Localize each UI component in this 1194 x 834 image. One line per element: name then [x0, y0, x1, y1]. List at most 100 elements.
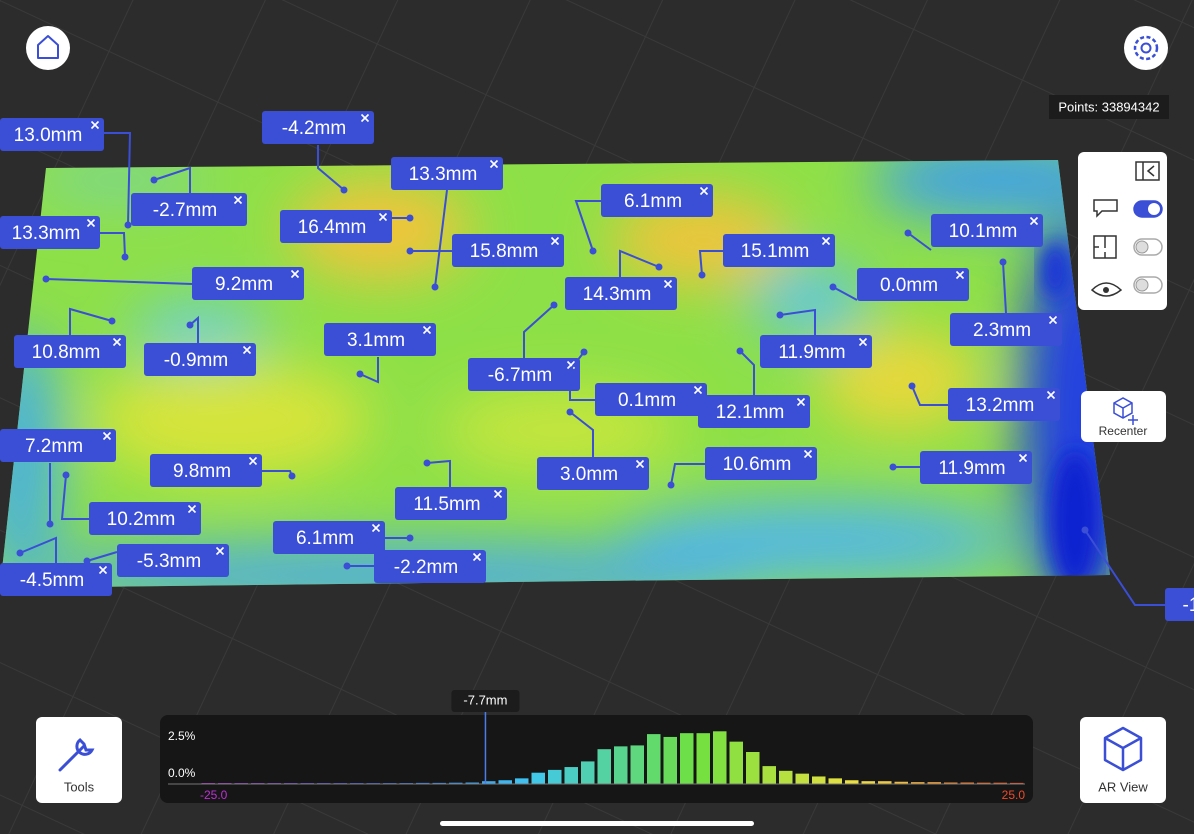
label-box	[948, 388, 1060, 421]
close-icon[interactable]	[102, 431, 112, 441]
toggle-knob	[1135, 278, 1149, 292]
close-icon[interactable]	[693, 385, 703, 395]
close-icon[interactable]	[635, 459, 645, 469]
annotation[interactable]: 16.4mm	[280, 210, 414, 243]
close-icon[interactable]	[1018, 453, 1028, 463]
measurement-label: -1	[1183, 595, 1194, 616]
recenter-button[interactable]: Recenter	[1081, 391, 1166, 442]
annotation[interactable]: -2.7mm	[131, 166, 247, 226]
leader-line	[359, 357, 379, 384]
anchor-dot	[124, 221, 132, 229]
toggle[interactable]	[1133, 276, 1163, 294]
toggle[interactable]	[1133, 238, 1163, 256]
close-icon[interactable]	[422, 325, 432, 335]
annotation[interactable]: 13.3mm	[0, 216, 129, 261]
measurement-label: 15.8mm	[470, 241, 539, 262]
close-icon[interactable]	[242, 345, 252, 355]
annotation[interactable]: 11.9mm	[889, 451, 1033, 484]
annotation[interactable]: 6.1mm	[574, 184, 713, 255]
settings-button[interactable]	[1124, 26, 1168, 70]
annotation[interactable]: -5.3mm	[83, 544, 230, 577]
close-icon[interactable]	[378, 212, 388, 222]
measurement-label: 6.1mm	[624, 191, 682, 212]
close-icon[interactable]	[187, 504, 197, 514]
close-icon[interactable]	[699, 186, 709, 196]
close-icon[interactable]	[360, 113, 370, 123]
annotation[interactable]: 10.1mm	[904, 214, 1044, 251]
annotation[interactable]: 10.6mm	[667, 447, 818, 489]
tools-button[interactable]: Tools	[36, 717, 122, 803]
annotation[interactable]: 13.3mm	[391, 157, 503, 291]
home-button[interactable]	[26, 26, 70, 70]
anchor-dot	[736, 347, 744, 355]
close-icon[interactable]	[233, 195, 243, 205]
close-icon[interactable]	[663, 279, 673, 289]
label-box	[931, 214, 1043, 247]
annotation[interactable]: 0.1mm	[569, 348, 707, 417]
leader-line	[317, 145, 345, 191]
collapse-icon[interactable]	[1135, 161, 1160, 181]
annotation[interactable]: 3.1mm	[324, 323, 436, 384]
close-icon[interactable]	[86, 218, 96, 228]
annotation[interactable]: -4.5mm	[0, 536, 112, 596]
annotation[interactable]: 11.9mm	[760, 308, 872, 368]
label-box	[723, 234, 835, 267]
annotation[interactable]: -0.9mm	[144, 315, 256, 376]
close-icon[interactable]	[1029, 216, 1039, 226]
label-box	[760, 335, 872, 368]
annotation[interactable]: 14.3mm	[565, 249, 677, 310]
annotation[interactable]: 9.2mm	[42, 267, 305, 300]
close-icon[interactable]	[1046, 390, 1056, 400]
close-icon[interactable]	[90, 120, 100, 130]
histogram-bar	[548, 769, 562, 784]
annotation[interactable]: -4.2mm	[262, 111, 374, 194]
annotation[interactable]: 15.1mm	[698, 234, 836, 279]
close-icon[interactable]	[472, 552, 482, 562]
annotation[interactable]: 7.2mm	[0, 429, 116, 528]
annotation[interactable]: -2.2mm	[343, 550, 487, 583]
close-icon[interactable]	[489, 159, 499, 169]
close-icon[interactable]	[550, 236, 560, 246]
close-icon[interactable]	[858, 337, 868, 347]
histogram-bar	[581, 761, 595, 784]
annotation[interactable]: 3.0mm	[537, 408, 649, 491]
close-icon[interactable]	[290, 269, 300, 279]
close-icon[interactable]	[215, 546, 225, 556]
annotation[interactable]: 11.5mm	[395, 459, 507, 521]
annotation[interactable]: 6.1mm	[273, 521, 414, 554]
marker-label-box	[451, 690, 520, 712]
annotation[interactable]: 15.8mm	[406, 234, 565, 267]
annotation[interactable]: 9.8mm	[150, 454, 296, 487]
leader-line	[574, 200, 601, 252]
close-icon[interactable]	[98, 565, 108, 575]
close-icon[interactable]	[371, 523, 381, 533]
annotation[interactable]: 10.2mm	[60, 471, 201, 536]
annotation[interactable]: 2.3mm	[950, 258, 1062, 347]
annotation[interactable]: -6.7mm	[468, 301, 580, 392]
leader-line	[907, 232, 932, 251]
close-icon[interactable]	[803, 449, 813, 459]
close-icon[interactable]	[248, 456, 258, 466]
annotation[interactable]: 10.8mm	[14, 307, 126, 368]
close-icon[interactable]	[112, 337, 122, 347]
close-icon[interactable]	[821, 236, 831, 246]
anchor-dot	[186, 321, 194, 329]
leader-line	[60, 474, 89, 520]
anchor-dot	[550, 301, 558, 309]
ar-view-button[interactable]: AR View	[1080, 717, 1166, 803]
anchor-dot	[431, 283, 439, 291]
annotation[interactable]: -1	[1081, 526, 1194, 622]
anchor-dot	[108, 317, 116, 325]
toggle[interactable]	[1133, 200, 1163, 218]
annotation[interactable]: 0.0mm	[829, 268, 970, 301]
annotation[interactable]: 12.1mm	[698, 347, 810, 429]
close-icon[interactable]	[493, 489, 503, 499]
annotation[interactable]: 13.0mm	[0, 118, 132, 229]
label-box	[374, 550, 486, 583]
close-icon[interactable]	[1048, 315, 1058, 325]
close-icon[interactable]	[796, 397, 806, 407]
measurement-label: 2.3mm	[973, 320, 1031, 341]
close-icon[interactable]	[955, 270, 965, 280]
annotation[interactable]: 13.2mm	[908, 382, 1061, 422]
